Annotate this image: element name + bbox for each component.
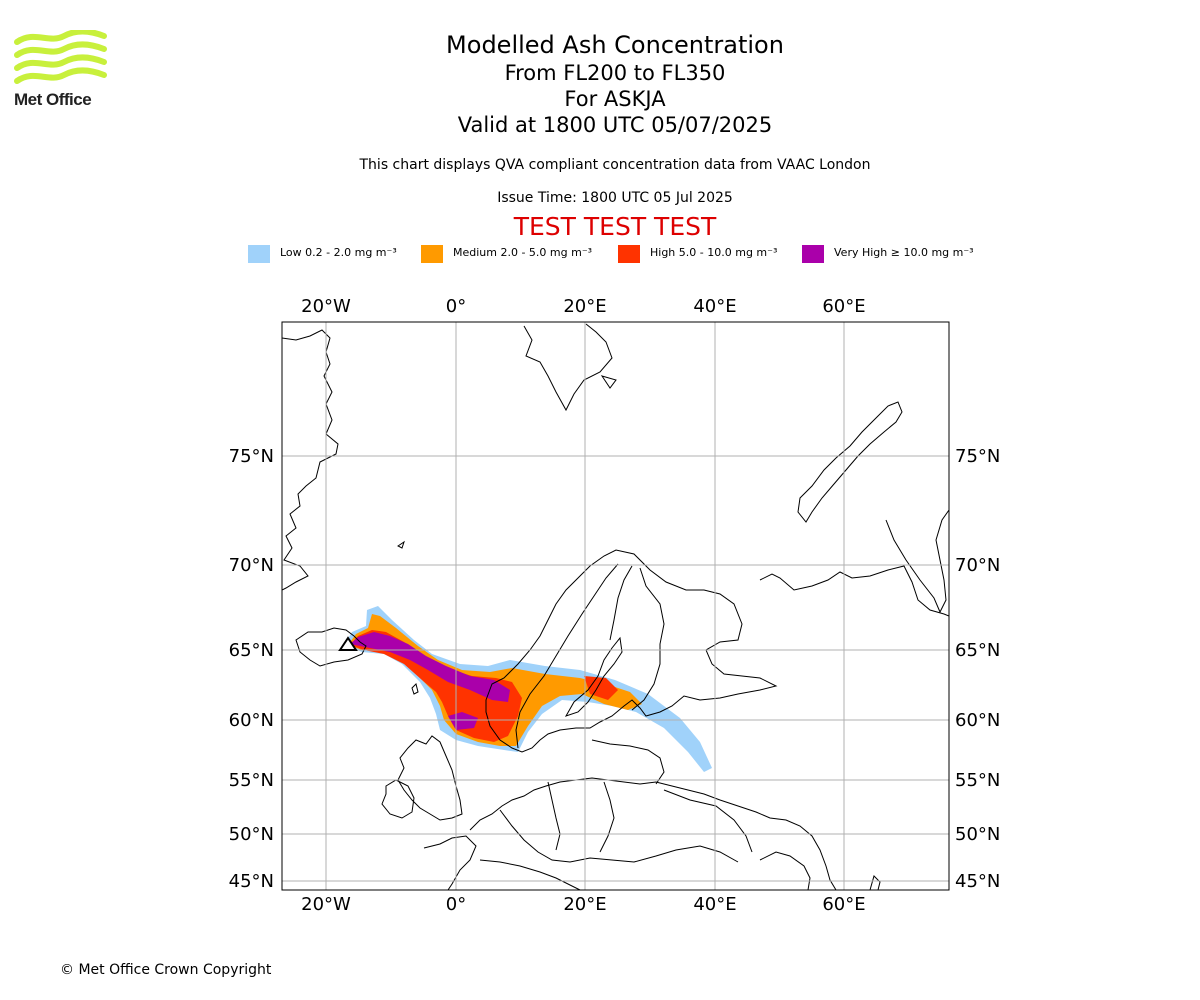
- chart-title: Modelled Ash Concentration: [446, 31, 784, 59]
- flight-level-range: From FL200 to FL350: [504, 61, 726, 85]
- coastline-black-sea: [759, 851, 811, 890]
- lon-label-bottom-20e: 20°E: [563, 894, 606, 915]
- lon-label-bottom-0: 0°: [446, 894, 466, 915]
- lon-label-top-20w: 20°W: [301, 296, 351, 317]
- coastline-greenland: [282, 329, 339, 591]
- lat-label-left-55n: 55°N: [229, 770, 274, 791]
- chart-title-block: Modelled Ash Concentration From FL200 to…: [315, 30, 915, 138]
- lon-label-top-60e: 60°E: [822, 296, 865, 317]
- coastline-svalbard: [523, 323, 613, 412]
- lat-label-right-60n: 60°N: [955, 710, 1000, 731]
- border-norway-sweden: [515, 563, 619, 749]
- coastline-russia-north: [759, 565, 949, 617]
- legend-label-high: High 5.0 - 10.0 mg m⁻³: [650, 246, 778, 259]
- legend-label-low: Low 0.2 - 2.0 mg m⁻³: [280, 246, 397, 259]
- legend-label-medium: Medium 2.0 - 5.0 mg m⁻³: [453, 246, 593, 259]
- border-central-europe: [499, 809, 739, 863]
- lat-label-right-55n: 55°N: [955, 770, 1000, 791]
- test-banner: TEST TEST TEST: [513, 212, 717, 241]
- coastline-bothnia: [564, 636, 623, 717]
- copyright-notice: © Met Office Crown Copyright: [60, 962, 272, 978]
- coastline-europe: [469, 777, 837, 890]
- qva-compliance-note: This chart displays QVA compliant concen…: [359, 157, 871, 173]
- border-poland-east: [599, 781, 615, 853]
- logo-text: Met Office: [14, 90, 92, 109]
- border-finland-russia: [631, 567, 665, 711]
- legend-swatch-low: [248, 245, 270, 263]
- lat-label-left-70n: 70°N: [229, 555, 274, 576]
- coastline-novaya-zemlya: [797, 401, 903, 523]
- ash-high-area: [350, 630, 522, 742]
- legend-swatch-high: [618, 245, 640, 263]
- lon-label-bottom-60e: 60°E: [822, 894, 865, 915]
- coastline-france: [423, 835, 477, 890]
- legend-label-very-high: Very High ≥ 10.0 mg m⁻³: [834, 246, 974, 259]
- lat-label-right-75n: 75°N: [955, 446, 1000, 467]
- border-ukraine-russia: [663, 789, 753, 853]
- lat-label-left-75n: 75°N: [229, 446, 274, 467]
- coastline-ireland: [381, 779, 415, 819]
- legend-swatch-medium: [421, 245, 443, 263]
- legend-swatch-very-high: [802, 245, 824, 263]
- border-alps: [479, 859, 581, 890]
- volcano-triangle-icon: [338, 636, 358, 651]
- coastline-yamal: [885, 509, 949, 614]
- border-poland-germany: [547, 781, 561, 851]
- lat-label-right-45n: 45°N: [955, 871, 1000, 892]
- lat-label-left-60n: 60°N: [229, 710, 274, 731]
- lon-label-bottom-40e: 40°E: [693, 894, 736, 915]
- map-frame: [281, 321, 950, 891]
- valid-time: Valid at 1800 UTC 05/07/2025: [457, 113, 773, 137]
- border-sweden-finland: [609, 565, 633, 641]
- met-office-wave-icon: [14, 30, 107, 84]
- lon-label-bottom-20w: 20°W: [301, 894, 351, 915]
- lon-label-top-40e: 40°E: [693, 296, 736, 317]
- coastline-scandinavia: [485, 549, 778, 753]
- coastline-jan-mayen: [397, 540, 405, 549]
- lat-label-left-45n: 45°N: [229, 871, 274, 892]
- lon-label-top-0: 0°: [446, 296, 466, 317]
- lon-label-top-20e: 20°E: [563, 296, 606, 317]
- met-office-logo: Met Office: [14, 30, 108, 112]
- country-borders: [479, 563, 753, 890]
- map-gridlines: [282, 322, 949, 890]
- coastline-faroe: [411, 683, 419, 695]
- lat-label-left-65n: 65°N: [229, 640, 274, 661]
- border-baltics: [591, 739, 665, 785]
- ash-high-patch: [584, 676, 618, 700]
- coastline-caspian: [869, 875, 881, 890]
- lat-label-left-50n: 50°N: [229, 824, 274, 845]
- lat-label-right-50n: 50°N: [955, 824, 1000, 845]
- volcano-name: For ASKJA: [564, 87, 666, 111]
- coastlines: [282, 323, 949, 890]
- ash-plume: [344, 606, 712, 772]
- issue-time: Issue Time: 1800 UTC 05 Jul 2025: [497, 190, 733, 206]
- map-background: [282, 322, 949, 890]
- lat-label-right-65n: 65°N: [955, 640, 1000, 661]
- lat-label-right-70n: 70°N: [955, 555, 1000, 576]
- coastline-svalbard-east: [600, 375, 617, 389]
